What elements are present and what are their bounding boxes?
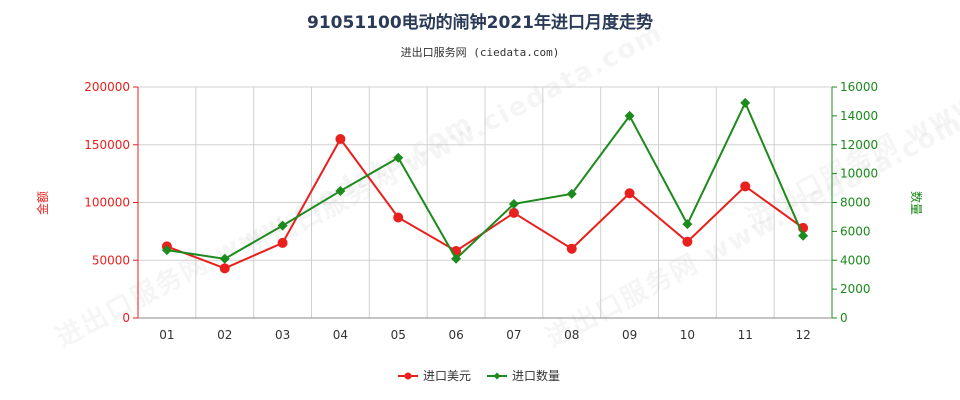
data-point-quantity bbox=[682, 219, 693, 230]
legend-item-amount-label: 进口美元 bbox=[423, 369, 471, 383]
data-point-quantity bbox=[566, 188, 577, 199]
x-tick-label: 09 bbox=[622, 328, 637, 342]
y-right-tick-label: 8000 bbox=[840, 196, 871, 210]
data-point-quantity bbox=[277, 220, 288, 231]
y-right-tick-label: 10000 bbox=[840, 167, 878, 181]
y-right-tick-label: 14000 bbox=[840, 109, 878, 123]
y-right-tick-label: 12000 bbox=[840, 138, 878, 152]
data-point-amount bbox=[335, 133, 346, 144]
y-left-axis-title: 金额 bbox=[35, 191, 50, 215]
y-left-tick-label: 200000 bbox=[84, 80, 130, 94]
y-right-tick-label: 0 bbox=[840, 311, 848, 325]
y-right-tick-label: 4000 bbox=[840, 253, 871, 267]
y-left-tick-label: 150000 bbox=[84, 138, 130, 152]
y-right-axis-title: 数量 bbox=[909, 191, 924, 215]
x-tick-label: 05 bbox=[391, 328, 406, 342]
x-tick-label: 02 bbox=[217, 328, 232, 342]
x-tick-label: 04 bbox=[333, 328, 348, 342]
chart-title: 91051100电动的闹钟2021年进口月度走势 bbox=[307, 13, 653, 33]
data-point-amount bbox=[393, 212, 404, 223]
series-line-right bbox=[166, 100, 805, 261]
data-point-amount bbox=[219, 263, 230, 274]
data-point-quantity bbox=[798, 230, 809, 241]
data-point-quantity bbox=[624, 110, 635, 121]
data-point-amount bbox=[277, 237, 288, 248]
x-tick-label: 08 bbox=[564, 328, 579, 342]
chart-subtitle: 进出口服务网 (ciedata.com) bbox=[400, 46, 560, 59]
y-left-tick-label: 100000 bbox=[84, 196, 130, 210]
x-tick-label: 10 bbox=[680, 328, 695, 342]
legend-item-quantity-marker bbox=[493, 372, 501, 380]
x-tick-label: 01 bbox=[159, 328, 174, 342]
data-point-quantity bbox=[161, 245, 172, 256]
y-left-tick-label: 50000 bbox=[92, 253, 130, 267]
data-point-amount bbox=[508, 207, 519, 218]
x-tick-label: 12 bbox=[795, 328, 810, 342]
data-point-quantity bbox=[508, 198, 519, 209]
data-point-amount bbox=[566, 243, 577, 254]
legend-item-amount-marker bbox=[404, 372, 412, 380]
data-point-quantity bbox=[335, 185, 346, 196]
x-tick-label: 11 bbox=[738, 328, 753, 342]
y-right-tick-label: 6000 bbox=[840, 224, 871, 238]
x-tick-label: 06 bbox=[448, 328, 463, 342]
data-point-amount bbox=[740, 181, 751, 192]
y-right-tick-label: 16000 bbox=[840, 80, 878, 94]
y-right-tick-label: 2000 bbox=[840, 282, 871, 296]
data-point-amount bbox=[624, 188, 635, 199]
data-point-amount bbox=[682, 236, 693, 247]
x-tick-label: 07 bbox=[506, 328, 521, 342]
data-point-quantity bbox=[219, 253, 230, 264]
data-point-quantity bbox=[393, 152, 404, 163]
data-point-quantity bbox=[740, 97, 751, 108]
legend-item-quantity-label: 进口数量 bbox=[512, 368, 560, 383]
data-point-quantity bbox=[451, 253, 462, 264]
y-left-tick-label: 0 bbox=[122, 311, 130, 325]
x-tick-label: 03 bbox=[275, 328, 290, 342]
